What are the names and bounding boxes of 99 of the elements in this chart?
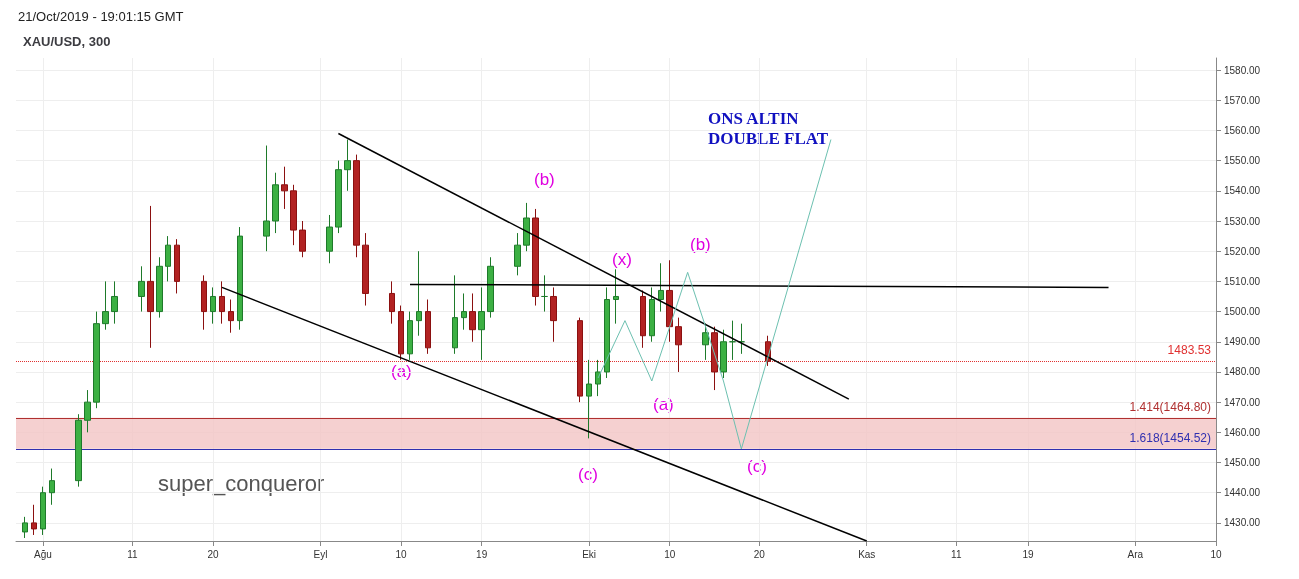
y-tick-label: 1560.00 — [1224, 124, 1261, 136]
candlestick — [263, 145, 270, 252]
candlestick — [666, 259, 673, 343]
y-tick-label: 1570.00 — [1224, 94, 1261, 106]
candlestick — [487, 256, 494, 319]
x-tick-label: Kas — [858, 548, 876, 560]
annotation: (x) — [612, 250, 632, 269]
candlestick — [398, 305, 404, 361]
candlestick — [416, 250, 422, 337]
candlestick — [550, 286, 557, 343]
candlestick — [362, 232, 369, 307]
candlestick — [22, 516, 28, 539]
candlestick — [514, 232, 521, 276]
candlestick — [272, 172, 279, 234]
candlestick — [577, 317, 583, 403]
candlestick — [84, 389, 91, 433]
candlestick — [461, 292, 467, 331]
candlestick — [165, 235, 171, 282]
candlestick — [210, 286, 216, 325]
y-tick-label: 1490.00 — [1224, 336, 1261, 348]
candlestick — [640, 289, 646, 349]
candlestick — [201, 274, 207, 331]
candlestick — [31, 504, 37, 536]
y-tick-label: 1460.00 — [1224, 426, 1261, 438]
candlestick — [613, 268, 619, 325]
candlestick — [452, 274, 458, 355]
candlestick — [604, 286, 610, 379]
candlestick — [147, 205, 154, 349]
candlestick — [649, 286, 655, 343]
y-tick-label: 1500.00 — [1224, 306, 1261, 318]
candlestick — [174, 238, 180, 294]
chart-title: XAU/USD, 300 — [23, 34, 111, 49]
candlestick — [299, 220, 306, 258]
candlestick — [595, 359, 601, 397]
candlestick — [49, 468, 55, 506]
candlestick — [478, 286, 485, 361]
candlestick — [335, 160, 342, 234]
candlestick — [93, 311, 100, 409]
x-tick-label: Ara — [1127, 548, 1144, 560]
candlestick — [156, 256, 163, 319]
y-tick-label: 1550.00 — [1224, 155, 1261, 167]
candlestick — [326, 214, 333, 264]
candlestick — [290, 184, 297, 246]
candlestick — [353, 154, 360, 258]
y-tick-label: 1520.00 — [1224, 245, 1261, 257]
annotation: (c) — [578, 465, 598, 484]
x-tick-label: 11 — [127, 548, 139, 560]
x-tick-label: Eki — [582, 548, 597, 560]
candlestick — [729, 320, 736, 361]
annotation: (b) — [534, 170, 555, 189]
candlestick — [228, 299, 234, 334]
y-tick-label: 1540.00 — [1224, 185, 1261, 197]
y-tick-label: 1470.00 — [1224, 396, 1261, 408]
ref-line-label: 1.414(1464.80) — [1129, 399, 1211, 414]
candlestick — [75, 413, 82, 488]
candlestick — [738, 323, 745, 355]
candlestick — [102, 280, 109, 331]
y-tick-label: 1530.00 — [1224, 215, 1261, 227]
candlestick — [720, 329, 727, 379]
ref-line-label: 1.618(1454.52) — [1129, 430, 1211, 445]
candlestick — [111, 280, 118, 325]
annotation: ONS ALTIN DOUBLE FLAT — [708, 108, 829, 148]
candlestick — [219, 280, 225, 325]
ref-line-label: 1483.53 — [1167, 343, 1212, 358]
x-tick-label: 20 — [753, 548, 766, 560]
candlestick — [389, 280, 395, 325]
x-tick-label: 20 — [207, 548, 220, 560]
x-tick-label: 10 — [1210, 548, 1222, 560]
candlestick — [138, 265, 145, 313]
candlestick — [586, 359, 592, 439]
candlestick — [711, 326, 718, 391]
text: 21/Oct/2019 - 19:01:15 GMT — [18, 9, 184, 24]
candlestick — [281, 166, 288, 210]
candlestick — [658, 262, 664, 313]
y-tick-label: 1430.00 — [1224, 517, 1261, 529]
candlestick — [407, 311, 413, 361]
candlestick — [40, 486, 46, 536]
y-tick-label: 1510.00 — [1224, 275, 1261, 287]
y-tick-label: 1450.00 — [1224, 457, 1261, 469]
x-tick-label: 10 — [664, 548, 676, 560]
x-tick-label: 19 — [476, 548, 488, 560]
x-tick-label: 10 — [395, 548, 408, 560]
candlestick — [523, 202, 530, 252]
candlestick — [469, 292, 476, 343]
y-tick-label: 1580.00 — [1224, 64, 1261, 76]
candlestick — [344, 139, 351, 192]
y-tick-label: 1480.00 — [1224, 366, 1261, 378]
x-tick-label: Ağu — [33, 548, 52, 560]
candlestick — [532, 208, 539, 307]
x-tick-label: 11 — [951, 548, 962, 560]
candlestick — [675, 317, 682, 373]
y-tick-label: 1440.00 — [1224, 487, 1261, 499]
annotation: (b) — [690, 235, 711, 254]
x-tick-label: 19 — [1022, 548, 1034, 560]
candlestick — [541, 274, 548, 313]
x-tick-label: Eyl — [313, 548, 328, 560]
candlestick — [425, 299, 431, 355]
annotation: super_conqueror — [158, 470, 325, 496]
candlestick — [237, 226, 243, 331]
